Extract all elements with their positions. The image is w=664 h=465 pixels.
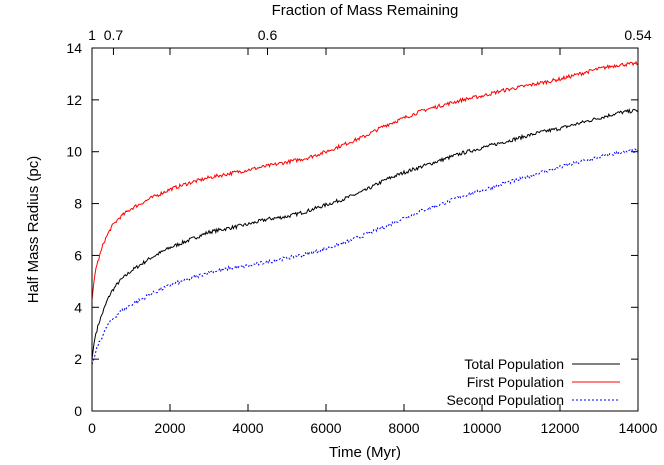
y-axis-label: Half Mass Radius (pc): [25, 156, 42, 304]
y-tick-label: 10: [66, 144, 82, 160]
x-tick-label: 10000: [463, 420, 502, 436]
top-axis-label: Fraction of Mass Remaining: [272, 2, 459, 19]
x-tick-label: 8000: [388, 420, 419, 436]
ticks-layer: 0 2000 4000 6000 8000 10000 12000 14000 0 2 4 6 8 10 1…: [66, 27, 657, 436]
y-tick-label: 2: [74, 351, 82, 367]
y-tick-label: 4: [74, 299, 82, 315]
x-tick-label: 4000: [232, 420, 263, 436]
plot-frame: [91, 47, 639, 412]
top-tick-label: 0.6: [258, 27, 278, 43]
y-tick-label: 8: [74, 196, 82, 212]
x-tick-label: 2000: [154, 420, 185, 436]
y-tick-label: 12: [66, 92, 82, 108]
x-tick-label: 12000: [541, 420, 580, 436]
legend-label-2: First Population: [467, 374, 564, 390]
y-tick-label: 6: [74, 247, 82, 263]
y-tick-label: 14: [66, 40, 82, 56]
x-tick-label: 6000: [310, 420, 341, 436]
series-line-3: [91, 148, 639, 365]
top-tick-label: 0.7: [104, 27, 124, 43]
legend-label-1: Total Population: [464, 356, 564, 372]
x-axis-label: Time (Myr): [329, 444, 401, 461]
legend-label-3: Second Population: [446, 392, 564, 408]
legend: Total Population First Population Second P…: [446, 356, 620, 408]
series-layer: [91, 60, 639, 365]
series-line-1: [91, 107, 639, 360]
series-line-2: [91, 60, 639, 300]
x-tick-label: 0: [88, 420, 96, 436]
y-tick-label: 0: [74, 403, 82, 419]
top-tick-label: 1: [88, 27, 96, 43]
x-tick-label: 14000: [619, 420, 658, 436]
top-tick-label: 0.54: [624, 27, 651, 43]
